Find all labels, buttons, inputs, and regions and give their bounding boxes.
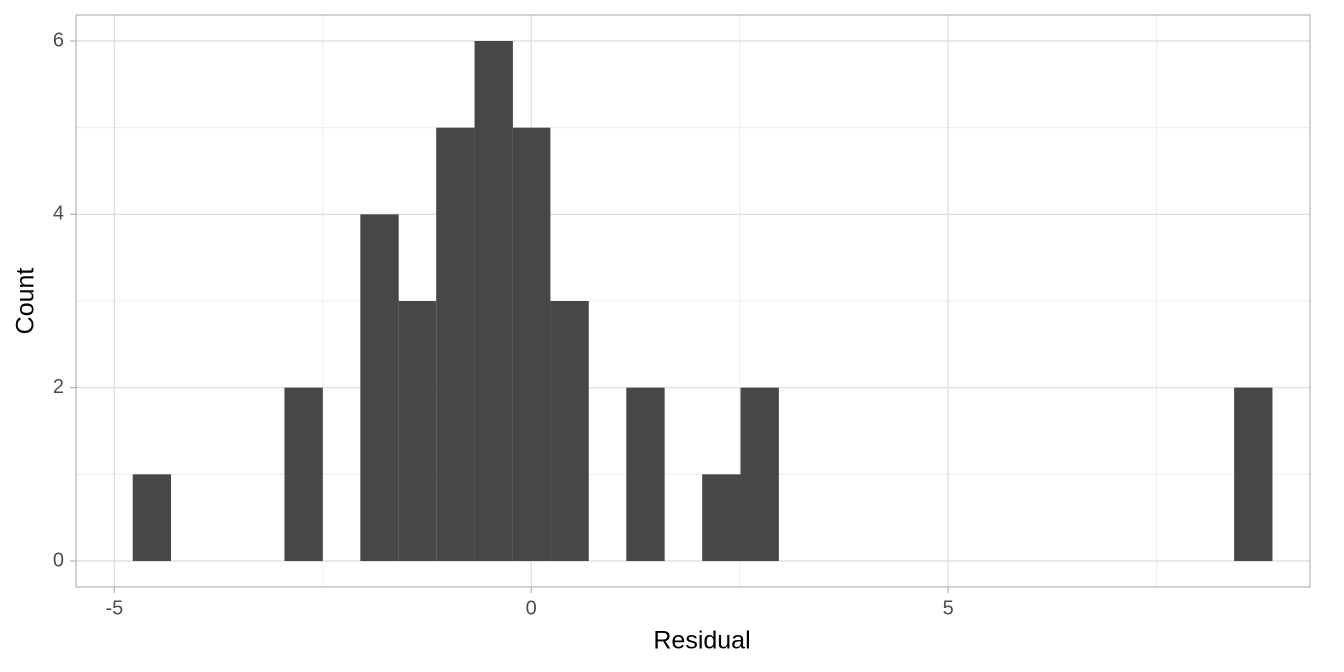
bar (360, 214, 399, 562)
x-tick-label: 0 (526, 597, 537, 619)
y-axis-title: Count (12, 268, 40, 335)
bar (1234, 387, 1273, 561)
bar (474, 41, 513, 561)
bar (398, 301, 437, 561)
bar (436, 127, 475, 562)
x-tick-label: 5 (943, 597, 954, 619)
x-axis-title: Residual (653, 627, 750, 655)
bar (550, 301, 589, 561)
y-tick-label: 6 (53, 29, 64, 51)
bar (512, 127, 551, 562)
bar (740, 387, 779, 561)
x-tick-label: -5 (105, 597, 123, 619)
y-tick-label: 4 (53, 203, 64, 225)
bar (284, 387, 323, 561)
y-tick-label: 0 (53, 549, 64, 571)
y-tick-label: 2 (53, 376, 64, 398)
bar (626, 387, 665, 561)
panel-border (75, 14, 1311, 588)
bar (132, 474, 172, 561)
bar (702, 474, 741, 561)
